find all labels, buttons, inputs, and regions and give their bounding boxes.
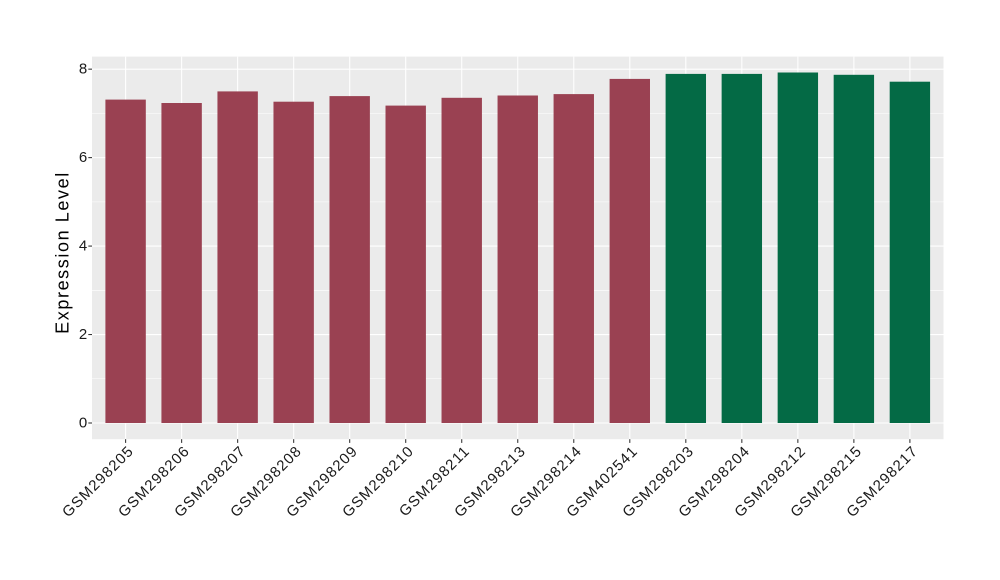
svg-text:4: 4: [79, 238, 87, 255]
svg-text:6: 6: [79, 149, 87, 166]
svg-text:0: 0: [79, 415, 87, 432]
svg-text:8: 8: [79, 61, 87, 78]
svg-text:2: 2: [79, 326, 87, 343]
svg-text:Expression Level: Expression Level: [53, 171, 73, 334]
